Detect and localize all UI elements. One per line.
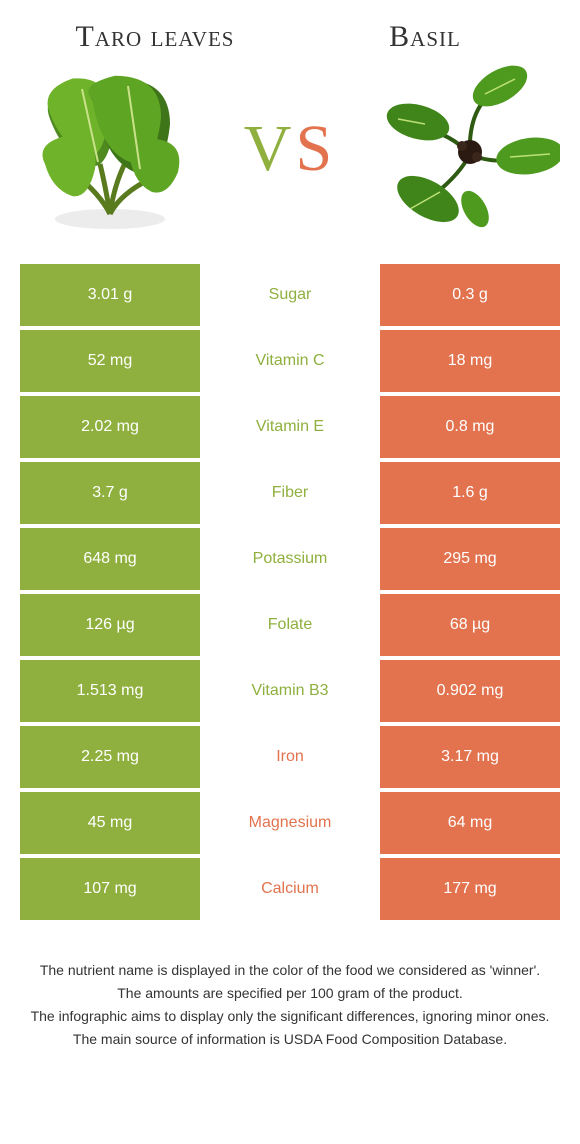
right-value-cell: 0.902 mg	[380, 660, 560, 722]
infographic-container: Taro leaves Basil VS	[0, 0, 580, 1050]
nutrient-table: 3.01 gSugar0.3 g52 mgVitamin C18 mg2.02 …	[20, 264, 560, 920]
table-row: 1.513 mgVitamin B30.902 mg	[20, 660, 560, 722]
left-food-title: Taro leaves	[20, 20, 290, 54]
right-value-cell: 177 mg	[380, 858, 560, 920]
nutrient-name-cell: Fiber	[200, 462, 380, 524]
vs-label: VS	[244, 111, 336, 187]
table-row: 3.01 gSugar0.3 g	[20, 264, 560, 326]
nutrient-name-cell: Vitamin C	[200, 330, 380, 392]
nutrient-name-cell: Vitamin B3	[200, 660, 380, 722]
taro-leaves-icon	[20, 64, 200, 234]
right-value-cell: 3.17 mg	[380, 726, 560, 788]
left-value-cell: 107 mg	[20, 858, 200, 920]
right-value-cell: 64 mg	[380, 792, 560, 854]
left-value-cell: 2.25 mg	[20, 726, 200, 788]
nutrient-name-cell: Potassium	[200, 528, 380, 590]
footer-notes: The nutrient name is displayed in the co…	[20, 960, 560, 1050]
right-value-cell: 295 mg	[380, 528, 560, 590]
table-row: 45 mgMagnesium64 mg	[20, 792, 560, 854]
table-row: 52 mgVitamin C18 mg	[20, 330, 560, 392]
left-value-cell: 52 mg	[20, 330, 200, 392]
left-value-cell: 1.513 mg	[20, 660, 200, 722]
table-row: 3.7 gFiber1.6 g	[20, 462, 560, 524]
right-value-cell: 0.3 g	[380, 264, 560, 326]
nutrient-name-cell: Calcium	[200, 858, 380, 920]
right-value-cell: 18 mg	[380, 330, 560, 392]
footer-line: The amounts are specified per 100 gram o…	[30, 983, 550, 1004]
images-row: VS	[20, 64, 560, 234]
table-row: 2.02 mgVitamin E0.8 mg	[20, 396, 560, 458]
nutrient-name-cell: Folate	[200, 594, 380, 656]
right-food-title: Basil	[290, 20, 560, 54]
table-row: 2.25 mgIron3.17 mg	[20, 726, 560, 788]
vs-s: S	[295, 112, 336, 185]
table-row: 648 mgPotassium295 mg	[20, 528, 560, 590]
left-value-cell: 648 mg	[20, 528, 200, 590]
left-value-cell: 126 µg	[20, 594, 200, 656]
right-value-cell: 1.6 g	[380, 462, 560, 524]
right-value-cell: 68 µg	[380, 594, 560, 656]
nutrient-name-cell: Sugar	[200, 264, 380, 326]
nutrient-name-cell: Vitamin E	[200, 396, 380, 458]
footer-line: The main source of information is USDA F…	[30, 1029, 550, 1050]
vs-v: V	[244, 112, 296, 185]
left-value-cell: 2.02 mg	[20, 396, 200, 458]
header-row: Taro leaves Basil	[20, 20, 560, 54]
footer-line: The infographic aims to display only the…	[30, 1006, 550, 1027]
left-value-cell: 3.01 g	[20, 264, 200, 326]
basil-icon	[380, 64, 560, 234]
table-row: 126 µgFolate68 µg	[20, 594, 560, 656]
right-value-cell: 0.8 mg	[380, 396, 560, 458]
nutrient-name-cell: Magnesium	[200, 792, 380, 854]
left-value-cell: 45 mg	[20, 792, 200, 854]
left-value-cell: 3.7 g	[20, 462, 200, 524]
footer-line: The nutrient name is displayed in the co…	[30, 960, 550, 981]
table-row: 107 mgCalcium177 mg	[20, 858, 560, 920]
nutrient-name-cell: Iron	[200, 726, 380, 788]
